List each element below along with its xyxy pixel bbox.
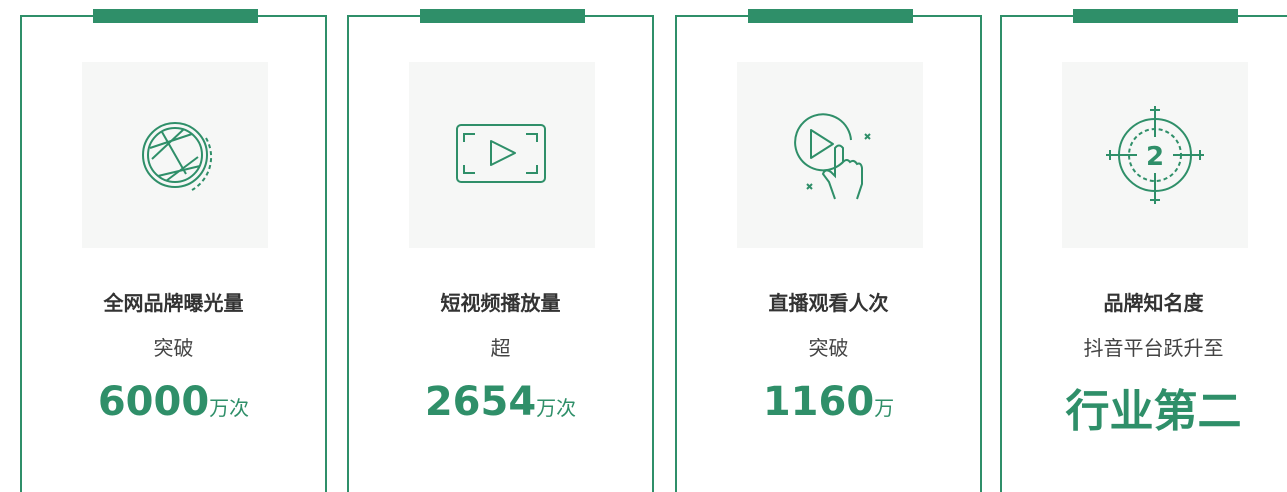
card-prefix: 超	[490, 336, 511, 360]
icon-box	[82, 62, 268, 248]
live-icon	[794, 113, 871, 200]
card-title: 全网品牌曝光量	[103, 291, 244, 315]
card-value: 6000万次	[22, 379, 325, 425]
card-title: 短视频播放量	[440, 291, 561, 315]
icon-number: 2	[1146, 142, 1164, 172]
card-title: 品牌知名度	[1103, 291, 1204, 315]
stat-card: 短视频播放量 超 2654万次	[347, 9, 654, 492]
value-number: 2654	[424, 379, 537, 425]
aperture-icon	[142, 122, 213, 191]
card-accent	[93, 9, 258, 23]
icon-box	[409, 62, 595, 248]
value-unit: 万次	[536, 396, 577, 420]
card-value: 2654万次	[349, 379, 652, 425]
value-number: 6000	[97, 379, 210, 425]
card-prefix: 突破	[153, 336, 194, 360]
stat-card: 2 品牌知名度 抖音平台跃升至 行业第二	[1000, 9, 1287, 492]
card-accent	[1073, 9, 1238, 23]
stat-card: 直播观看人次 突破 1160万	[675, 9, 982, 492]
target-icon: 2	[1106, 106, 1204, 204]
card-prefix: 突破	[808, 336, 849, 360]
card-prefix: 抖音平台跃升至	[1083, 336, 1224, 360]
icon-box: 2	[1062, 62, 1248, 248]
card-title: 直播观看人次	[768, 291, 889, 315]
card-accent	[748, 9, 913, 23]
value-text: 行业第二	[1065, 386, 1242, 437]
value-unit: 万	[874, 396, 895, 420]
card-accent	[420, 9, 585, 23]
icon-box	[737, 62, 923, 248]
value-unit: 万次	[209, 396, 250, 420]
video-icon	[456, 124, 546, 183]
value-number: 1160	[762, 379, 875, 425]
card-value: 行业第二	[1002, 375, 1287, 439]
stat-card: 全网品牌曝光量 突破 6000万次	[20, 9, 327, 492]
card-value: 1160万	[677, 379, 980, 425]
